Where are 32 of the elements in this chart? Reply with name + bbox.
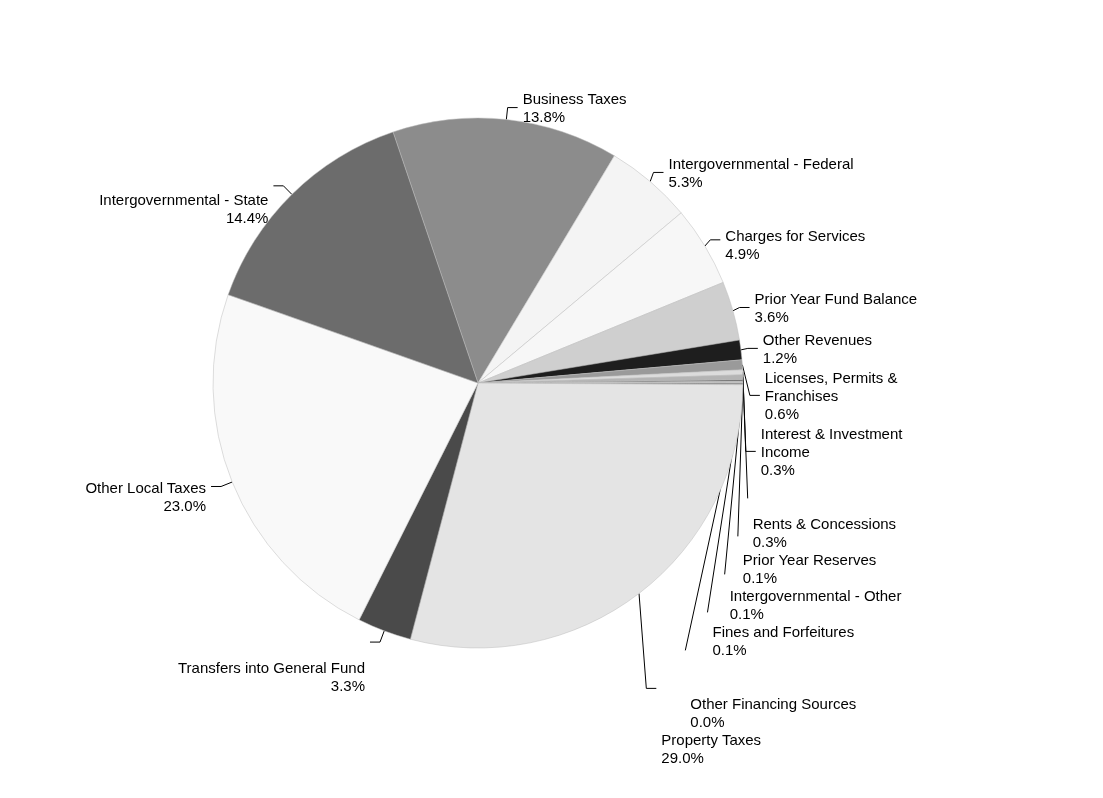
data-label: 14.4% <box>225 208 269 226</box>
slice-label: Other Local Taxes <box>85 478 207 496</box>
slice-label: Intergovernmental - Other <box>729 586 902 604</box>
slice-label: Intergovernmental - Federal <box>668 154 854 172</box>
data-label: 3.3% <box>330 676 365 694</box>
data-label: 0.1% <box>742 568 778 586</box>
slice-label: Other Revenues <box>762 330 873 348</box>
data-label: 0.6% <box>764 404 800 422</box>
slice-label: Charges for Services <box>725 226 866 244</box>
data-label: 3.6% <box>754 307 789 325</box>
category-label: Other Financing Sources <box>690 694 857 712</box>
slice-label: Property Taxes <box>661 730 762 748</box>
data-label: 4.9% <box>725 244 760 262</box>
slice-label: Interest & Investment Income <box>760 424 907 460</box>
slice-label: Prior Year Reserves <box>742 550 877 568</box>
data-label: 0.3% <box>760 460 795 478</box>
data-label: 0.1% <box>729 604 764 622</box>
slice-label: Fines and Forfeitures <box>712 622 855 640</box>
slice-label: Licenses, Permits & Franchises <box>764 368 902 404</box>
data-label: 13.8% <box>522 108 566 126</box>
slice-label: Transfers into General Fund <box>177 658 365 676</box>
slice-label: Rents & Concessions <box>752 514 897 532</box>
slice-label: Prior Year Fund Balance <box>754 289 918 307</box>
data-label: 0.1% <box>712 640 747 658</box>
data-label: 1.2% <box>762 348 798 366</box>
data-label: 5.3% <box>668 172 703 190</box>
data-label: 23.0% <box>163 496 207 514</box>
data-label: 29.0% <box>661 748 704 766</box>
text: 0.0% <box>690 712 725 730</box>
slice-label: Business Taxes <box>522 90 627 108</box>
slice-label: Intergovernmental - State <box>99 190 269 208</box>
data-label: 0.3% <box>752 532 787 550</box>
